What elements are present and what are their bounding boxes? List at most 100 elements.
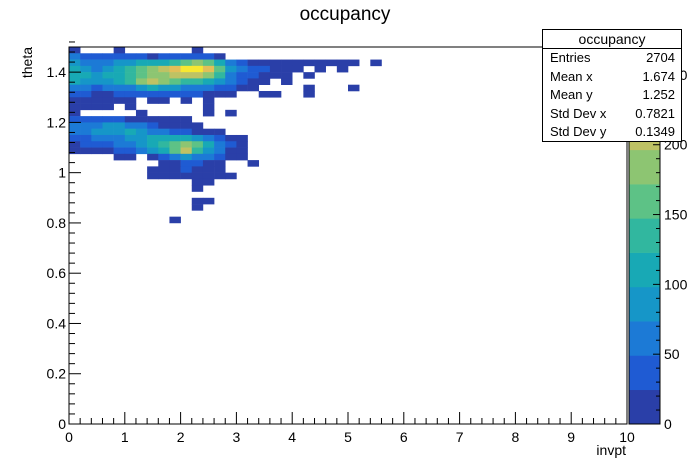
heatmap-bin: [169, 122, 181, 129]
heatmap-bin: [281, 65, 293, 73]
heatmap-bin: [191, 160, 204, 167]
x-tick-label: 2: [177, 429, 185, 445]
heatmap-bin: [348, 59, 360, 67]
heatmap-bin: [202, 59, 215, 67]
y-tick-label: 1: [58, 165, 66, 181]
heatmap-bin: [202, 141, 215, 148]
heatmap-bin: [91, 97, 103, 104]
heatmap-bin: [102, 59, 114, 67]
stats-value: 1.674: [642, 68, 675, 84]
heatmap-bin: [69, 134, 81, 142]
heatmap-bin: [258, 72, 271, 79]
heatmap-bin: [158, 72, 170, 79]
heatmap-bin: [147, 153, 159, 161]
x-tick-label: 10: [619, 429, 635, 445]
chart-title: occupancy: [300, 4, 391, 25]
heatmap-bin: [147, 59, 159, 67]
heatmap-bin: [202, 78, 215, 85]
heatmap-bin: [202, 103, 215, 111]
stats-row-std-dev-x: Std Dev x 0.7821: [543, 105, 681, 124]
heatmap-bin: [91, 134, 103, 142]
heatmap-bin: [214, 53, 226, 60]
heatmap-bin: [158, 172, 170, 180]
heatmap-bin: [180, 59, 193, 67]
stats-value: 2704: [646, 50, 675, 65]
heatmap-bin: [80, 84, 92, 92]
heatmap-bin: [135, 53, 148, 60]
heatmap-bin: [124, 128, 137, 136]
color-palette-label: 0: [664, 416, 672, 432]
x-tick-label: 0: [65, 429, 73, 445]
heatmap-bin: [69, 147, 81, 155]
color-palette-band: [629, 355, 660, 391]
heatmap-bin: [314, 59, 326, 67]
heatmap-bin: [135, 84, 148, 92]
heatmap-bin: [169, 128, 181, 136]
heatmap-bin: [191, 128, 204, 136]
heatmap-bin: [180, 84, 193, 92]
heatmap-bin: [102, 53, 114, 60]
heatmap-bin: [214, 134, 226, 142]
heatmap-bin: [69, 90, 81, 98]
heatmap-bin: [124, 147, 137, 155]
heatmap-bin: [124, 116, 137, 123]
heatmap-bin: [158, 153, 170, 161]
heatmap-bin: [124, 53, 137, 60]
heatmap-bin: [113, 97, 126, 104]
heatmap-bin: [158, 160, 170, 167]
heatmap-bin: [69, 141, 81, 148]
heatmap-bin: [303, 59, 315, 67]
heatmap-bin: [124, 84, 137, 92]
heatmap-bin: [124, 90, 137, 98]
heatmap-bin: [214, 172, 226, 180]
heatmap-bin: [180, 97, 193, 104]
heatmap-bin: [158, 59, 170, 67]
heatmap-bin: [191, 53, 204, 60]
heatmap-bin: [202, 197, 215, 205]
heatmap-bin: [336, 65, 349, 73]
heatmap-bin: [236, 134, 248, 142]
heatmap-bin: [147, 147, 159, 155]
heatmap-bin: [91, 72, 103, 79]
heatmap-bin: [225, 90, 237, 98]
heatmap-bin: [91, 90, 103, 98]
heatmap-bin: [247, 160, 260, 167]
heatmap-bin: [225, 147, 237, 155]
stats-key: Mean x: [550, 68, 593, 84]
heatmap-bin: [180, 153, 193, 161]
heatmap-bin: [281, 59, 293, 67]
x-axis-label: invpt: [596, 442, 626, 458]
heatmap-bin: [91, 53, 103, 60]
heatmap-bin: [247, 59, 260, 67]
heatmap-bin: [124, 103, 137, 111]
heatmap-bin: [303, 72, 315, 79]
heatmap-bin: [113, 47, 126, 54]
stats-row-std-dev-y: Std Dev y 0.1349: [543, 123, 681, 142]
heatmap-bin: [158, 128, 170, 136]
heatmap-bin: [80, 53, 92, 60]
heatmap-bin: [169, 59, 181, 67]
heatmap-bin: [147, 172, 159, 180]
heatmap-bin: [124, 78, 137, 85]
heatmap-bin: [180, 65, 193, 73]
y-tick-label: 0.6: [47, 265, 67, 281]
heatmap-bin: [180, 134, 193, 142]
color-palette-label: 100: [664, 276, 688, 292]
heatmap-bin: [214, 166, 226, 173]
heatmap-bin: [80, 128, 92, 136]
heatmap-bin: [102, 84, 114, 92]
heatmap-bin: [191, 166, 204, 173]
heatmap-bin: [191, 47, 204, 54]
heatmap-bin: [258, 59, 271, 67]
color-palette-band: [629, 286, 660, 322]
heatmap-bin: [180, 160, 193, 167]
heatmap-bin: [69, 116, 81, 123]
heatmap-bin: [258, 90, 271, 98]
heatmap-bin: [91, 59, 103, 67]
heatmap-bin: [113, 153, 126, 161]
heatmap-bin: [80, 90, 92, 98]
heatmap-bin: [180, 122, 193, 129]
heatmap-bin: [202, 166, 215, 173]
heatmap-bin: [191, 90, 204, 98]
